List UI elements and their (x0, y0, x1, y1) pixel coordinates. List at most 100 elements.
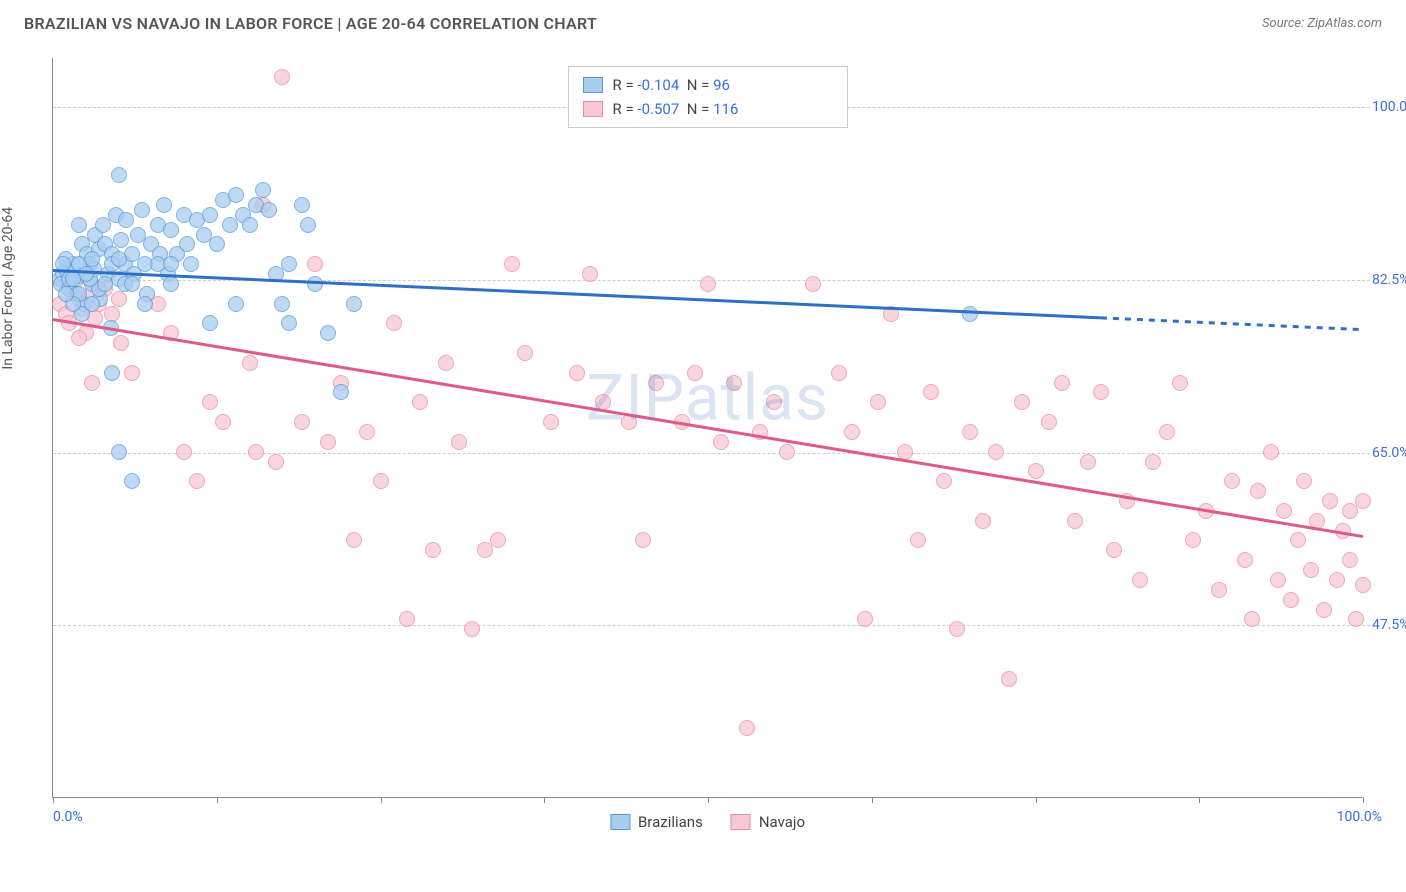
data-point (1067, 513, 1083, 529)
series-name: Brazilians (638, 813, 703, 831)
data-point (1041, 414, 1057, 430)
data-point (1080, 454, 1096, 470)
data-point (202, 315, 218, 331)
data-point (176, 444, 192, 460)
chart-header: BRAZILIAN VS NAVAJO IN LABOR FORCE | AGE… (0, 0, 1406, 43)
data-point (359, 424, 375, 440)
data-point (307, 276, 323, 292)
data-point (1276, 503, 1292, 519)
data-point (569, 365, 585, 381)
data-point (111, 444, 127, 460)
data-point (242, 217, 258, 233)
y-tick-label: 100.0% (1372, 99, 1406, 115)
data-point (248, 444, 264, 460)
x-tick (1199, 797, 1200, 803)
data-point (412, 394, 428, 410)
data-point (1237, 552, 1253, 568)
data-point (739, 720, 755, 736)
series-legend-item: Brazilians (610, 813, 703, 831)
data-point (766, 394, 782, 410)
x-tick (217, 797, 218, 803)
data-point (333, 384, 349, 400)
data-point (294, 197, 310, 213)
data-point (1145, 454, 1161, 470)
data-point (1132, 572, 1148, 588)
plot-area: ZIPatlas R = -0.104 N = 96R = -0.507 N =… (52, 58, 1362, 798)
data-point (71, 330, 87, 346)
data-point (84, 375, 100, 391)
x-end-label: 100.0% (1337, 809, 1382, 825)
data-point (163, 256, 179, 272)
data-point (399, 611, 415, 627)
data-point (1342, 552, 1358, 568)
x-tick (1363, 797, 1364, 803)
data-point (228, 296, 244, 312)
data-point (582, 266, 598, 282)
data-point (179, 236, 195, 252)
data-point (124, 276, 140, 292)
chart-container: In Labor Force | Age 20-64 ZIPatlas R = … (22, 48, 1382, 838)
data-point (1001, 671, 1017, 687)
source-attribution: Source: ZipAtlas.com (1262, 16, 1382, 31)
data-point (713, 434, 729, 450)
data-point (1303, 562, 1319, 578)
data-point (113, 232, 129, 248)
data-point (346, 296, 362, 312)
data-point (320, 325, 336, 341)
legend-stats-text: R = -0.507 N = 116 (613, 97, 739, 121)
data-point (831, 365, 847, 381)
data-point (124, 473, 140, 489)
data-point (1355, 577, 1371, 593)
data-point (134, 202, 150, 218)
legend-row: R = -0.104 N = 96 (583, 73, 833, 97)
data-point (936, 473, 952, 489)
data-point (1185, 532, 1201, 548)
data-point (111, 251, 127, 267)
data-point (1106, 542, 1122, 558)
data-point (163, 222, 179, 238)
data-point (464, 621, 480, 637)
data-point (156, 197, 172, 213)
data-point (543, 414, 559, 430)
data-point (1270, 572, 1286, 588)
data-point (635, 532, 651, 548)
y-tick-label: 65.0% (1372, 445, 1406, 461)
data-point (805, 276, 821, 292)
data-point (163, 276, 179, 292)
data-point (97, 276, 113, 292)
data-point (1329, 572, 1345, 588)
legend-row: R = -0.507 N = 116 (583, 97, 833, 121)
data-point (1028, 463, 1044, 479)
data-point (202, 207, 218, 223)
data-point (1316, 602, 1332, 618)
data-point (104, 306, 120, 322)
data-point (84, 296, 100, 312)
data-point (1211, 582, 1227, 598)
x-tick (381, 797, 382, 803)
data-point (687, 365, 703, 381)
data-point (949, 621, 965, 637)
legend-swatch (583, 77, 603, 93)
data-point (111, 291, 127, 307)
data-point (346, 532, 362, 548)
data-point (242, 355, 258, 371)
data-point (274, 296, 290, 312)
x-tick (53, 797, 54, 803)
data-point (281, 256, 297, 272)
data-point (281, 315, 297, 331)
data-point (202, 394, 218, 410)
data-point (255, 182, 271, 198)
data-point (307, 256, 323, 272)
x-tick (872, 797, 873, 803)
data-point (1014, 394, 1030, 410)
data-point (294, 414, 310, 430)
y-axis-label: In Labor Force | Age 20-64 (0, 207, 16, 370)
data-point (975, 513, 991, 529)
data-point (1054, 375, 1070, 391)
data-point (910, 532, 926, 548)
data-point (1093, 384, 1109, 400)
data-point (1342, 503, 1358, 519)
data-point (923, 384, 939, 400)
data-point (1263, 444, 1279, 460)
data-point (1244, 611, 1260, 627)
